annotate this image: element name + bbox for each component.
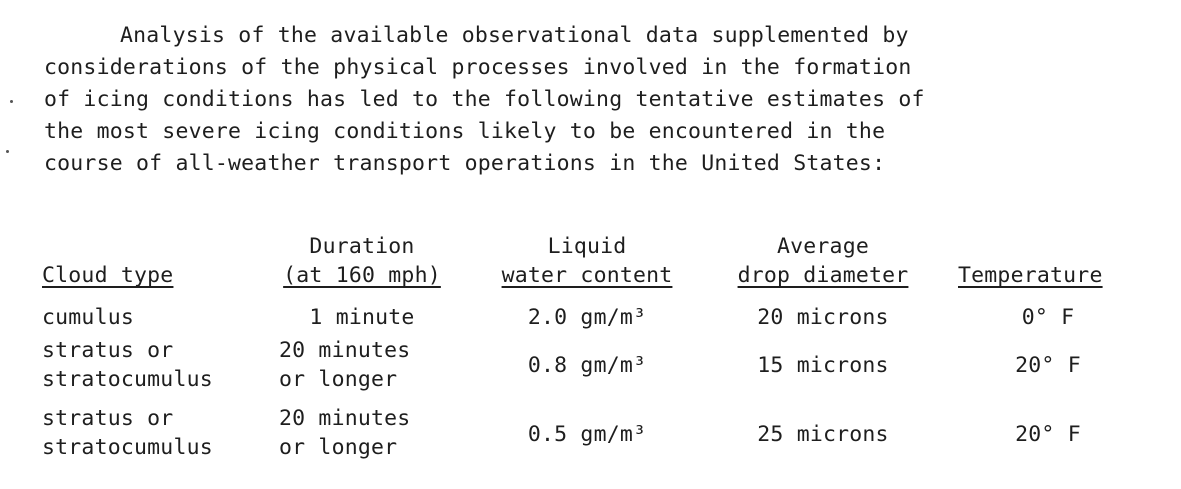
row3-duration-line1: 20 minutes	[279, 406, 411, 431]
paragraph-line: the most severe icing conditions likely …	[44, 119, 886, 144]
row2-cloud-type-line1: stratus or	[42, 338, 174, 363]
row1-duration: 1 minute	[309, 305, 415, 330]
header-drop-top: Average	[776, 234, 869, 259]
row3-water-content: 0.5 gm/m³	[527, 422, 647, 447]
paragraph-line: Analysis of the available observational …	[120, 23, 909, 48]
row3-duration-line2: or longer	[279, 435, 398, 460]
paragraph-line: course of all-weather transport operatio…	[44, 151, 886, 176]
row2-water-content: 0.8 gm/m³	[527, 353, 647, 378]
row2-duration-line2: or longer	[279, 367, 398, 392]
row2-temperature: 20° F	[1015, 353, 1081, 378]
header-cloud-type: Cloud type	[42, 263, 174, 288]
row2-drop-diameter: 15 microns	[757, 353, 889, 378]
row3-drop-diameter: 25 microns	[757, 422, 889, 447]
paragraph-line: considerations of the physical processes…	[44, 55, 912, 80]
header-liquid-top: Liquid	[547, 234, 627, 259]
row2-cloud-type-line2: stratocumulus	[42, 367, 213, 392]
intro-paragraph: Analysis of the available observational …	[44, 20, 1154, 180]
header-duration-bottom: (at 160 mph)	[283, 263, 441, 288]
header-drop-bottom: drop diameter	[737, 263, 909, 288]
paragraph-line: of icing conditions has led to the follo…	[44, 87, 925, 112]
row3-cloud-type-line1: stratus or	[42, 406, 174, 431]
row1-cloud-type: cumulus	[42, 305, 135, 330]
row1-temperature: 0° F	[1021, 305, 1075, 330]
row3-temperature: 20° F	[1015, 422, 1081, 447]
row1-drop-diameter: 20 microns	[757, 305, 889, 330]
scan-speck	[6, 150, 9, 153]
header-duration-top: Duration	[309, 234, 415, 259]
row2-duration-line1: 20 minutes	[279, 338, 411, 363]
row3-cloud-type-line2: stratocumulus	[42, 435, 213, 460]
header-liquid-bottom: water content	[501, 263, 673, 288]
header-temperature: Temperature	[958, 263, 1103, 288]
scan-speck	[10, 100, 13, 103]
row1-water-content: 2.0 gm/m³	[527, 305, 647, 330]
